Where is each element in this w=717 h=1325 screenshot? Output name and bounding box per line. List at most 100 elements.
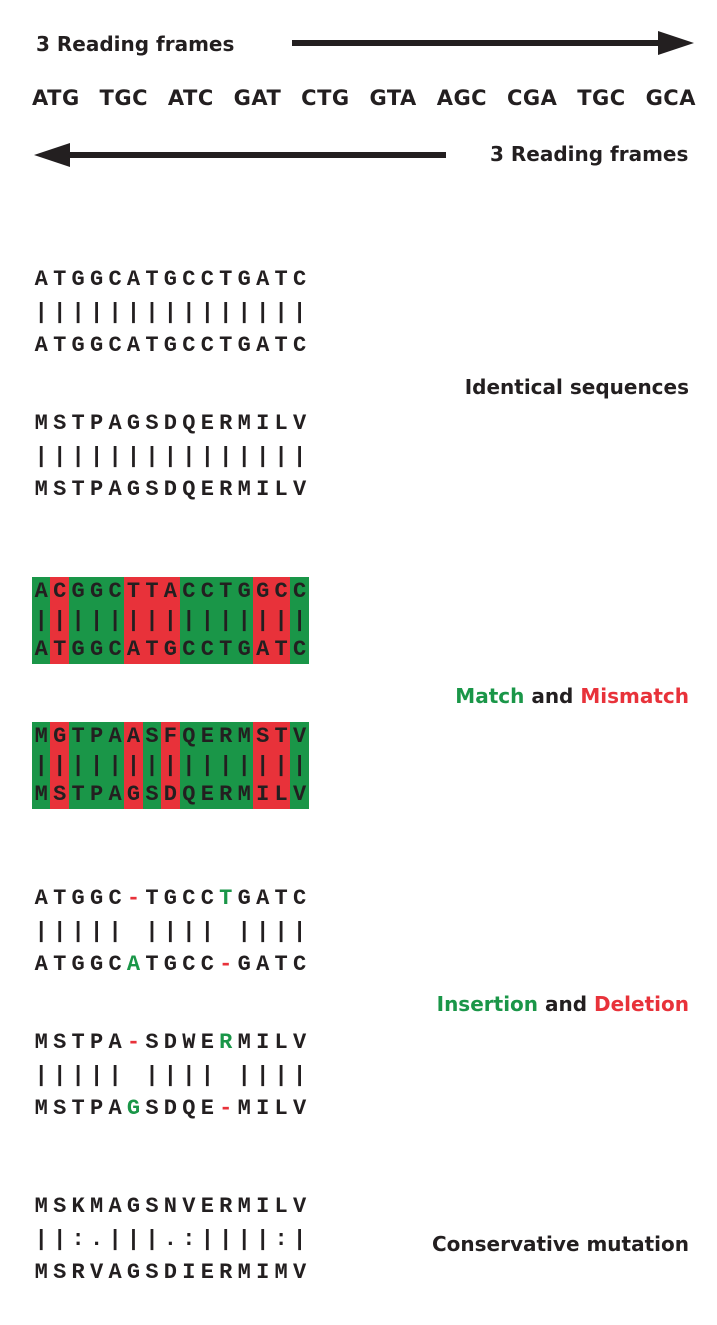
alignment-symbol: | [108, 1227, 122, 1252]
residue: Q [179, 722, 199, 751]
residue: M [32, 722, 51, 751]
residue: M [237, 1260, 251, 1285]
residue: - [219, 952, 233, 977]
residue: C [179, 577, 199, 606]
alignment-symbol: | [219, 444, 233, 469]
residue: E [198, 722, 217, 751]
alignment-symbol: | [145, 300, 159, 325]
residue: R [219, 477, 233, 502]
residue: F [161, 722, 180, 751]
match-mismatch-label: Match and Mismatch [455, 684, 689, 708]
residue: M [34, 1030, 48, 1055]
alignment-symbol: | [256, 1227, 270, 1252]
residue: V [182, 1194, 196, 1219]
residue: D [163, 411, 177, 436]
alignment-symbol: | [163, 444, 177, 469]
alignment-symbol: | [145, 1227, 159, 1252]
alignment-row-mid: | | | | | | | | | | | | | [32, 1059, 309, 1092]
residue: M [234, 722, 254, 751]
residue: T [274, 267, 288, 292]
alignment-row-mid: | | | | | | | | | | | | | | | [32, 751, 309, 780]
alignment-symbol: | [253, 751, 272, 780]
residue: T [71, 411, 85, 436]
residue: E [198, 780, 217, 809]
alignment-dna-indel: A T G G C - T G C C T G A T C | | | | | | | | | | | | | A T G G C A T G C C… [32, 882, 309, 981]
alignment-symbol: | [32, 606, 51, 635]
alignment-symbol: | [182, 1063, 196, 1088]
alignment-symbol: | [126, 300, 141, 325]
residue: A [126, 333, 141, 358]
residue: M [234, 780, 254, 809]
residue: C [290, 635, 309, 664]
residue: S [53, 1194, 67, 1219]
residue: Q [179, 780, 199, 809]
residue: C [292, 267, 307, 292]
alignment-symbol: | [179, 751, 199, 780]
alignment-symbol: | [87, 606, 106, 635]
alignment-symbol: | [53, 1227, 67, 1252]
residue: I [256, 1194, 270, 1219]
alignment-symbol: | [142, 751, 162, 780]
alignment-symbol: | [271, 606, 291, 635]
insertion-word: Insertion [436, 992, 539, 1016]
residue: S [145, 411, 159, 436]
residue: A [108, 1096, 122, 1121]
residue: R [219, 411, 233, 436]
alignment-symbol: | [145, 1063, 159, 1088]
residue: P [87, 780, 106, 809]
residue: G [234, 635, 254, 664]
residue: E [200, 1030, 214, 1055]
residue: M [237, 1096, 251, 1121]
alignment-symbol: | [53, 300, 67, 325]
alignment-symbol: | [68, 606, 88, 635]
residue: G [126, 477, 141, 502]
residue: A [256, 952, 270, 977]
residue: T [53, 333, 67, 358]
alignment-symbol: | [292, 919, 307, 944]
residue: G [87, 635, 106, 664]
residue: I [182, 1260, 196, 1285]
alignment-symbol [217, 1059, 235, 1092]
alignment-symbol: | [163, 300, 177, 325]
alignment-symbol: | [34, 1063, 48, 1088]
residue: C [200, 333, 214, 358]
residue: T [53, 267, 67, 292]
codon: CTG [301, 86, 350, 110]
residue: P [89, 411, 104, 436]
residue: E [200, 411, 214, 436]
alignment-symbol: : [274, 1227, 288, 1252]
alignment-symbol: | [182, 300, 196, 325]
codon: GCA [645, 86, 696, 110]
codon: AGC [436, 86, 488, 110]
alignment-symbol: | [198, 606, 217, 635]
alignment-symbol: | [292, 300, 307, 325]
residue: T [71, 1096, 85, 1121]
residue: Q [182, 411, 196, 436]
alignment-symbol: | [200, 300, 214, 325]
residue: E [200, 1260, 214, 1285]
alignment-symbol: | [68, 751, 88, 780]
residue: M [32, 780, 51, 809]
residue: R [219, 1030, 233, 1055]
residue: S [145, 1194, 159, 1219]
alignment-symbol: | [200, 444, 214, 469]
alignment-symbol: | [71, 919, 85, 944]
alignment-symbol: | [108, 300, 122, 325]
residue: G [89, 267, 104, 292]
residue: A [34, 267, 48, 292]
residue: M [274, 1260, 288, 1285]
alignment-row-mid: | | | | | | | | | | | | | | | [32, 296, 309, 329]
alignment-symbol: | [34, 444, 48, 469]
alignment-symbol: | [124, 606, 143, 635]
residue: C [179, 635, 199, 664]
alignment-protein-conservative: M S K M A G S N V E R M I L V | |:. | | |.: | | | |: | M S R V A G S D I E… [32, 1190, 309, 1289]
residue: C [292, 333, 307, 358]
residue: T [145, 333, 159, 358]
residue: G [234, 577, 254, 606]
alignment-symbol [217, 915, 235, 948]
residue: M [89, 1194, 104, 1219]
residue: L [274, 1194, 288, 1219]
